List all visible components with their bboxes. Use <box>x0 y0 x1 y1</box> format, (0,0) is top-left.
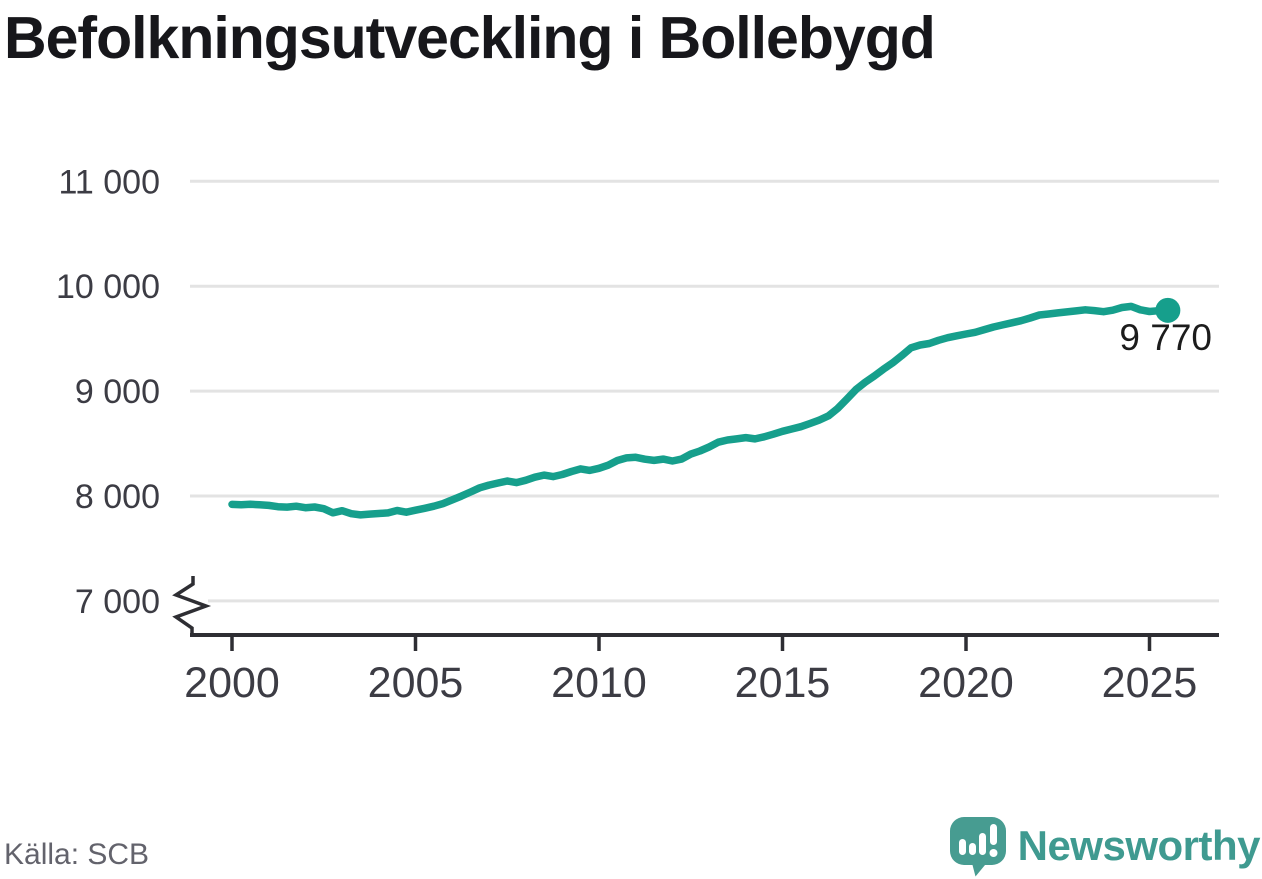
y-axis-tick-label: 7 000 <box>75 583 160 621</box>
x-axis-tick-label: 2005 <box>368 659 464 707</box>
latest-value-label: 9 770 <box>1119 317 1212 358</box>
x-axis-tick-label: 2020 <box>918 659 1014 707</box>
x-axis-tick-label: 2025 <box>1102 659 1198 707</box>
x-axis-tick-label: 2015 <box>735 659 831 707</box>
y-axis-tick-label: 11 000 <box>59 163 160 201</box>
y-axis-break-icon <box>172 576 212 636</box>
population-line <box>228 302 1172 519</box>
newsworthy-wordmark: Newsworthy <box>1017 821 1261 869</box>
newsworthy-branding: Newsworthy <box>947 814 1261 877</box>
y-axis-tick-label: 9 000 <box>75 373 160 411</box>
logo-bar-chart-glyph <box>958 824 998 857</box>
y-axis-tick-label: 10 000 <box>56 268 160 306</box>
latest-value-dot <box>1155 297 1181 323</box>
newsworthy-bubble-chart-icon <box>949 817 1006 877</box>
x-axis-tick-label: 2010 <box>551 659 647 707</box>
y-axis-tick-label: 8 000 <box>75 478 160 516</box>
source-label: Källa: SCB <box>4 838 150 871</box>
page-title: Befolkningsutveckling i Bollebygd <box>4 5 936 71</box>
x-axis-tick-label: 2000 <box>184 659 280 707</box>
